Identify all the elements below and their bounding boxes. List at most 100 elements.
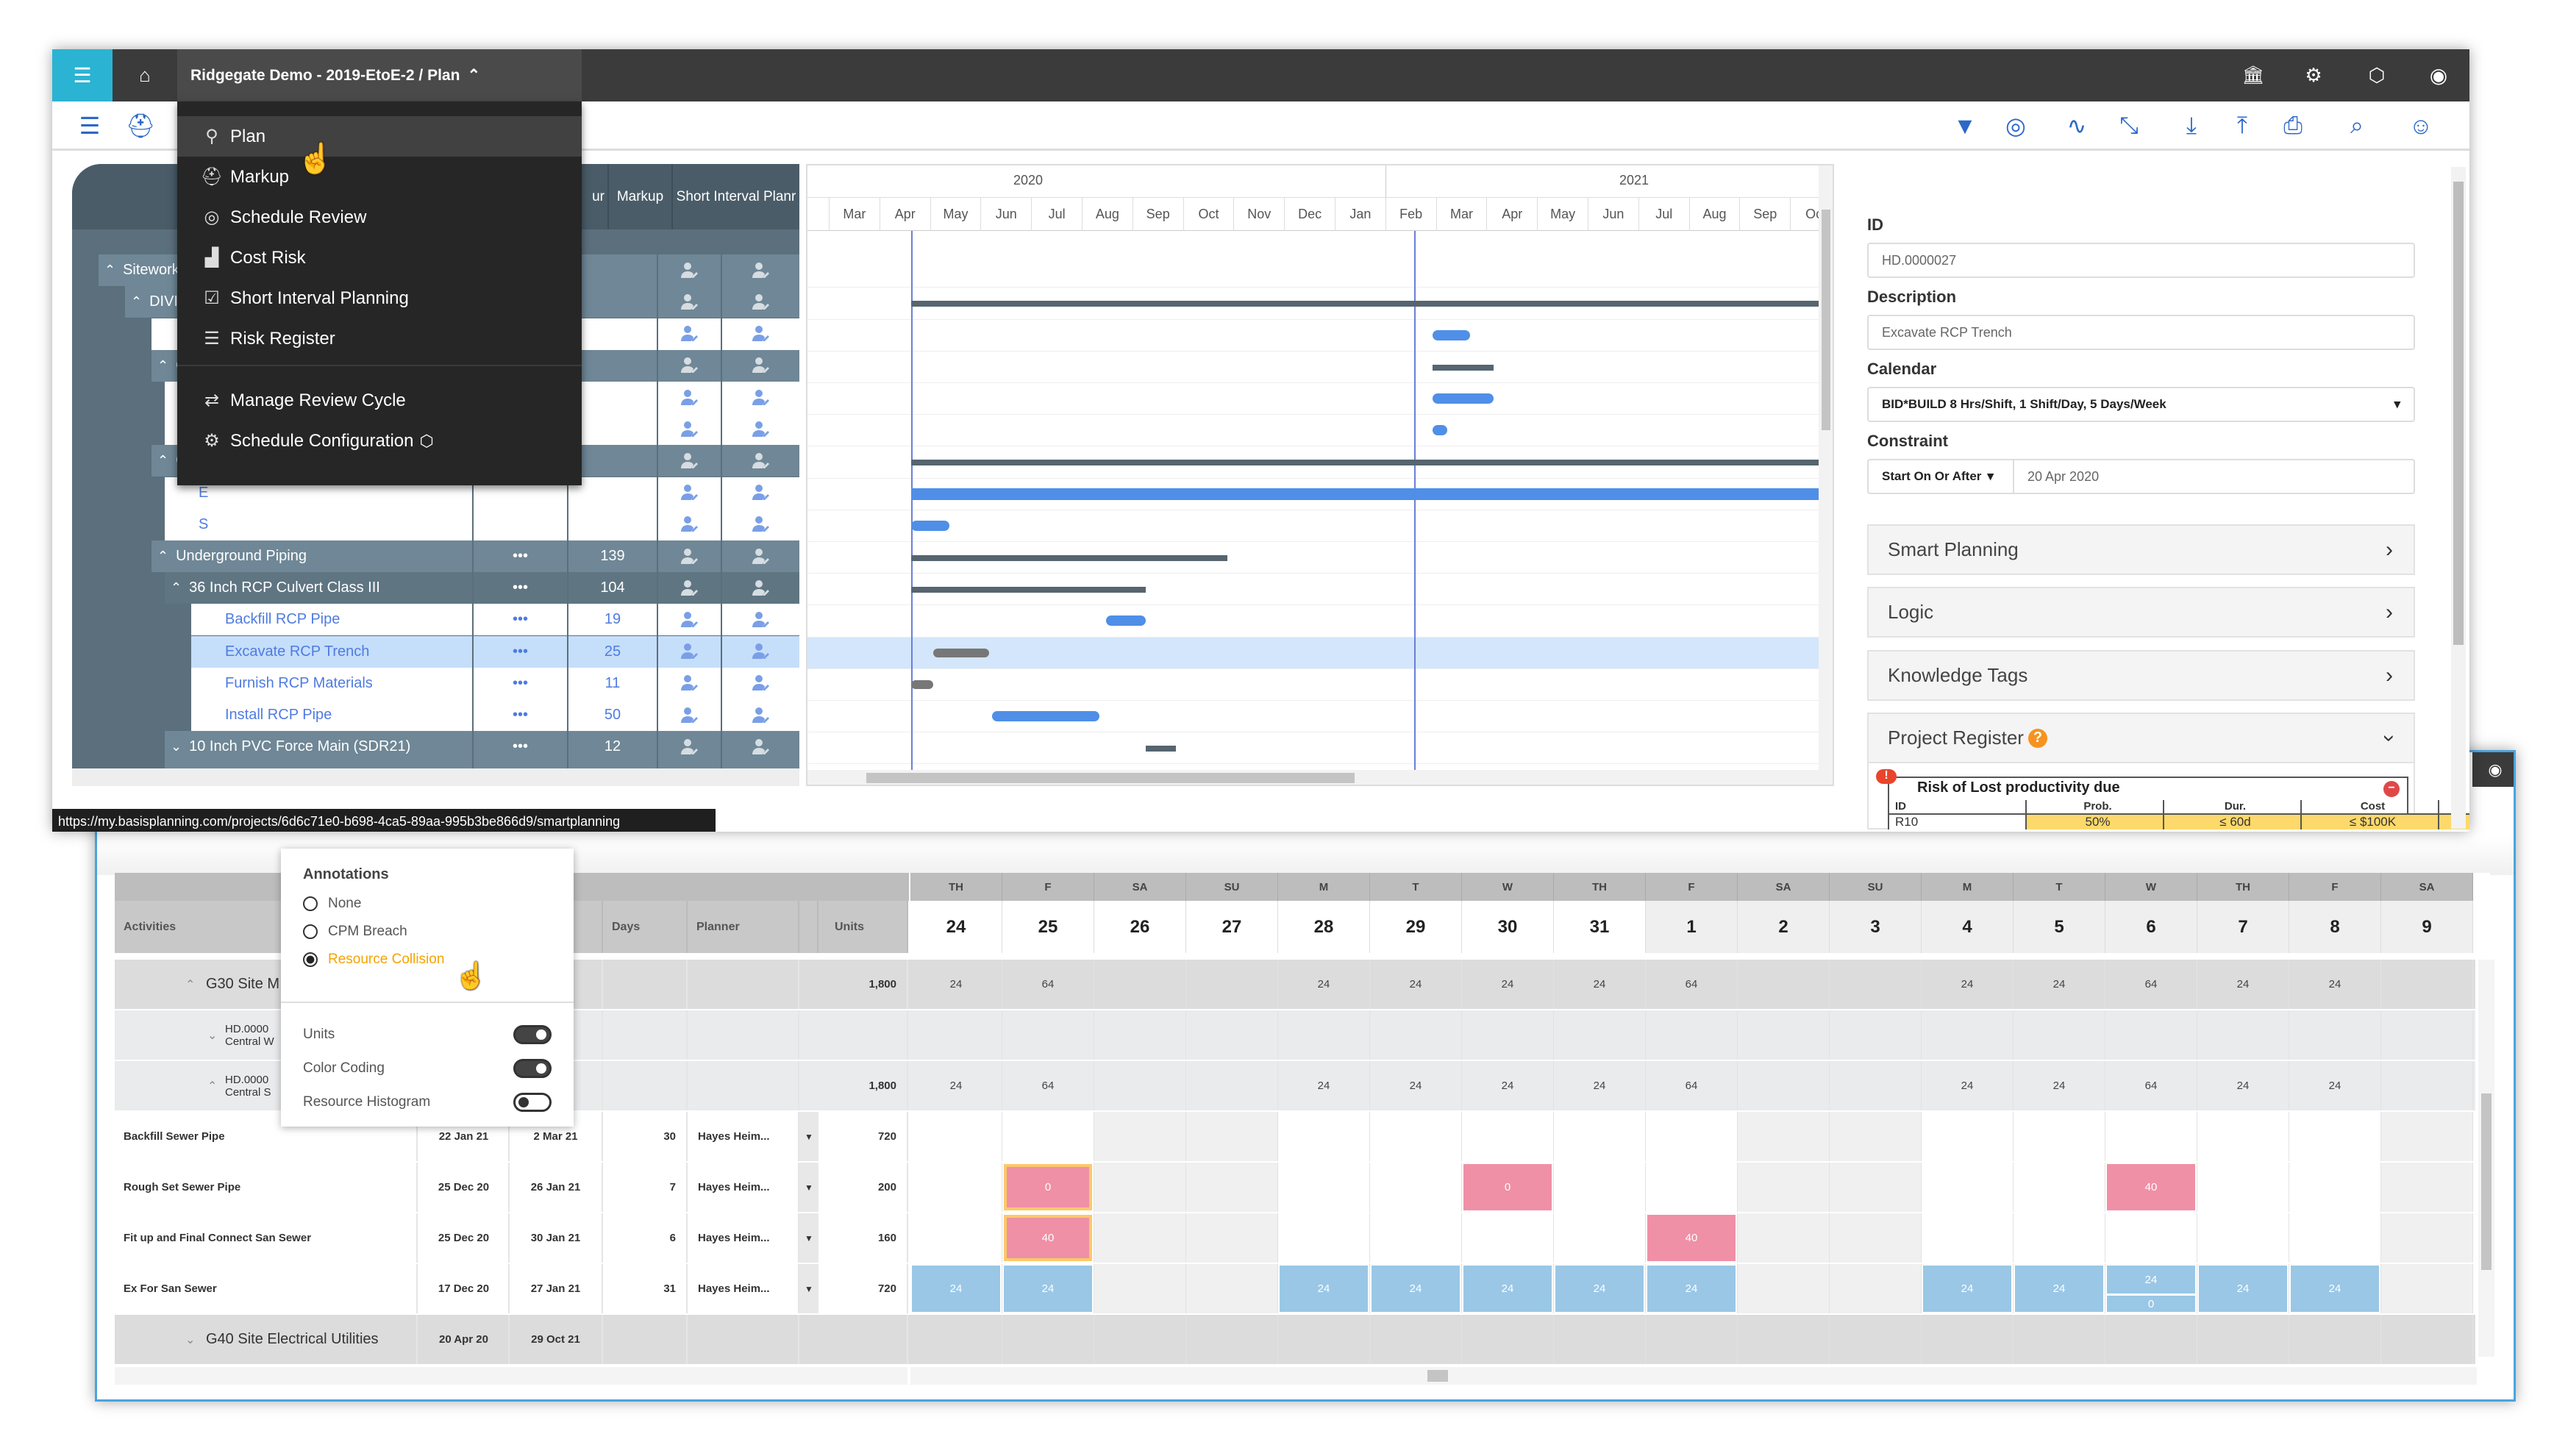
- calendar-cell[interactable]: 64: [1002, 1061, 1094, 1110]
- link-wave-icon[interactable]: ∿: [2066, 113, 2087, 139]
- gantt-bar[interactable]: [911, 488, 1822, 500]
- calendar-cell[interactable]: 24: [1002, 1264, 1094, 1313]
- collision-block[interactable]: 40: [1004, 1215, 1092, 1261]
- calendar-cell[interactable]: [1554, 1112, 1646, 1161]
- short-interval-person-icon[interactable]: [722, 540, 799, 572]
- calendar-cell[interactable]: 24: [910, 960, 1002, 1009]
- short-interval-person-icon[interactable]: [722, 508, 799, 540]
- calendar-cell[interactable]: [2105, 1010, 2197, 1060]
- grid-row[interactable]: Excavate RCP Trench ••• 25: [72, 635, 799, 668]
- units-block[interactable]: 24: [1463, 1266, 1552, 1312]
- calendar-cell[interactable]: [1738, 1061, 1830, 1110]
- calendar-cell[interactable]: [1646, 1315, 1738, 1364]
- calendar-cell[interactable]: [1002, 1315, 1094, 1364]
- short-interval-person-icon[interactable]: [722, 635, 799, 668]
- radio-button[interactable]: [303, 896, 318, 911]
- calendar-cell[interactable]: [1186, 1163, 1278, 1212]
- markup-person-icon[interactable]: [658, 635, 721, 668]
- markup-person-icon[interactable]: [658, 349, 721, 382]
- chevron-up-icon[interactable]: ⌃: [157, 357, 169, 373]
- short-interval-person-icon[interactable]: [722, 318, 799, 350]
- calendar-cell[interactable]: 24: [1278, 960, 1370, 1009]
- activity-name-cell[interactable]: Excavate RCP Trench: [191, 635, 472, 668]
- units-block[interactable]: 24: [1555, 1266, 1644, 1312]
- activity-name-cell[interactable]: Ex For San Sewer: [115, 1264, 418, 1313]
- worker-settings-icon[interactable]: ⛑: [125, 113, 156, 139]
- calendar-cell[interactable]: [2381, 960, 2473, 1009]
- activity-name-cell[interactable]: Backfill Sewer Pipe: [115, 1112, 418, 1161]
- planner-dropdown-caret-icon[interactable]: ▼: [799, 1264, 818, 1313]
- calendar-cell[interactable]: 64: [1646, 960, 1738, 1009]
- activity-name-cell[interactable]: Furnish RCP Materials: [191, 667, 472, 699]
- units-block[interactable]: 24: [1647, 1266, 1736, 1312]
- more-options-button[interactable]: •••: [474, 635, 567, 668]
- markup-person-icon[interactable]: [658, 318, 721, 350]
- calendar-cell[interactable]: [1922, 1213, 2014, 1263]
- gantt-bar[interactable]: [1106, 615, 1146, 627]
- calendar-cell[interactable]: [2381, 1213, 2473, 1263]
- bank-icon[interactable]: 🏛: [2241, 65, 2265, 85]
- calendar-cell[interactable]: 64: [2105, 960, 2197, 1009]
- toggle-color-coding[interactable]: Color Coding: [303, 1057, 574, 1079]
- chevron-up-icon[interactable]: ⌃: [171, 580, 182, 596]
- gantt-bar[interactable]: [1432, 393, 1494, 404]
- calendar-cell[interactable]: [2105, 1213, 2197, 1263]
- calendar-cell[interactable]: [1554, 1315, 1646, 1364]
- chevron-down-icon[interactable]: ⌄: [207, 1029, 218, 1042]
- units-block[interactable]: 24: [1280, 1266, 1368, 1312]
- constraint-date-field[interactable]: 20 Apr 2020: [2013, 459, 2415, 494]
- calendar-cell[interactable]: [2289, 1163, 2381, 1212]
- calendar-cell[interactable]: [1094, 960, 1186, 1009]
- grid-row[interactable]: Furnish RCP Materials ••• 11: [72, 667, 799, 699]
- calendar-cell[interactable]: [2381, 1010, 2473, 1060]
- short-interval-person-icon[interactable]: [722, 699, 799, 731]
- chevron-down-icon[interactable]: ⌄: [185, 1333, 196, 1346]
- calendar-cell[interactable]: 64: [2105, 1061, 2197, 1110]
- calendar-cell[interactable]: [1830, 960, 1922, 1009]
- gantt-list-icon[interactable]: ☰: [79, 113, 101, 139]
- collision-block[interactable]: 0: [1463, 1164, 1552, 1210]
- more-options-button[interactable]: •••: [474, 604, 567, 636]
- calendar-cell[interactable]: 64: [1002, 960, 1094, 1009]
- more-options-button[interactable]: •••: [474, 731, 567, 763]
- calendar-cell[interactable]: [2105, 1315, 2197, 1364]
- units-block[interactable]: 0: [2107, 1296, 2195, 1312]
- calendar-cell[interactable]: [910, 1315, 1002, 1364]
- grid-row[interactable]: ⌄ 10 Inch PVC Force Main (SDR21) ••• 12: [72, 731, 799, 763]
- calendar-cell[interactable]: 24 0: [2105, 1264, 2197, 1313]
- calendar-cell[interactable]: [1830, 1163, 1922, 1212]
- planner-dropdown-caret-icon[interactable]: ▼: [799, 1163, 818, 1212]
- chevron-up-icon[interactable]: ⌃: [131, 294, 143, 310]
- grid-horizontal-scrollbar[interactable]: [72, 768, 799, 786]
- calendar-cell[interactable]: [1094, 1264, 1186, 1313]
- calendar-cell[interactable]: 24: [910, 1061, 1002, 1110]
- calendar-cell[interactable]: [2197, 1010, 2289, 1060]
- calendar-cell[interactable]: 24: [1922, 960, 2014, 1009]
- short-interval-person-icon[interactable]: [722, 604, 799, 636]
- calendar-cell[interactable]: [1186, 960, 1278, 1009]
- markup-person-icon[interactable]: [658, 699, 721, 731]
- calendar-cell[interactable]: 24: [2197, 1061, 2289, 1110]
- calendar-cell[interactable]: [2014, 1010, 2105, 1060]
- calendar-cell[interactable]: [2381, 1163, 2473, 1212]
- calendar-cell[interactable]: 24: [2289, 960, 2381, 1009]
- short-interval-person-icon[interactable]: [722, 382, 799, 413]
- calendar-cell[interactable]: [1002, 1112, 1094, 1161]
- calendar-cell[interactable]: [2289, 1112, 2381, 1161]
- remove-icon[interactable]: −: [2383, 781, 2400, 797]
- horizontal-scroll-thumb[interactable]: [1427, 1370, 1448, 1382]
- calendar-cell[interactable]: [1462, 1213, 1554, 1263]
- calendar-cell[interactable]: [1646, 1163, 1738, 1212]
- calendar-cell[interactable]: [910, 1010, 1002, 1060]
- units-block[interactable]: 24: [2291, 1266, 2379, 1312]
- id-field[interactable]: HD.0000027: [1867, 243, 2415, 278]
- home-icon[interactable]: ⌂: [139, 64, 151, 86]
- calendar-cell[interactable]: [1094, 1315, 1186, 1364]
- help-icon[interactable]: ?: [2027, 728, 2047, 748]
- planner-cell[interactable]: [688, 1061, 799, 1110]
- calendar-cell[interactable]: [1094, 1213, 1186, 1263]
- calendar-cell[interactable]: [1738, 1112, 1830, 1161]
- calendar-cell[interactable]: 24: [2014, 1061, 2105, 1110]
- planner-cell[interactable]: Hayes Heim...: [688, 1264, 799, 1313]
- calendar-cell[interactable]: [1830, 1213, 1922, 1263]
